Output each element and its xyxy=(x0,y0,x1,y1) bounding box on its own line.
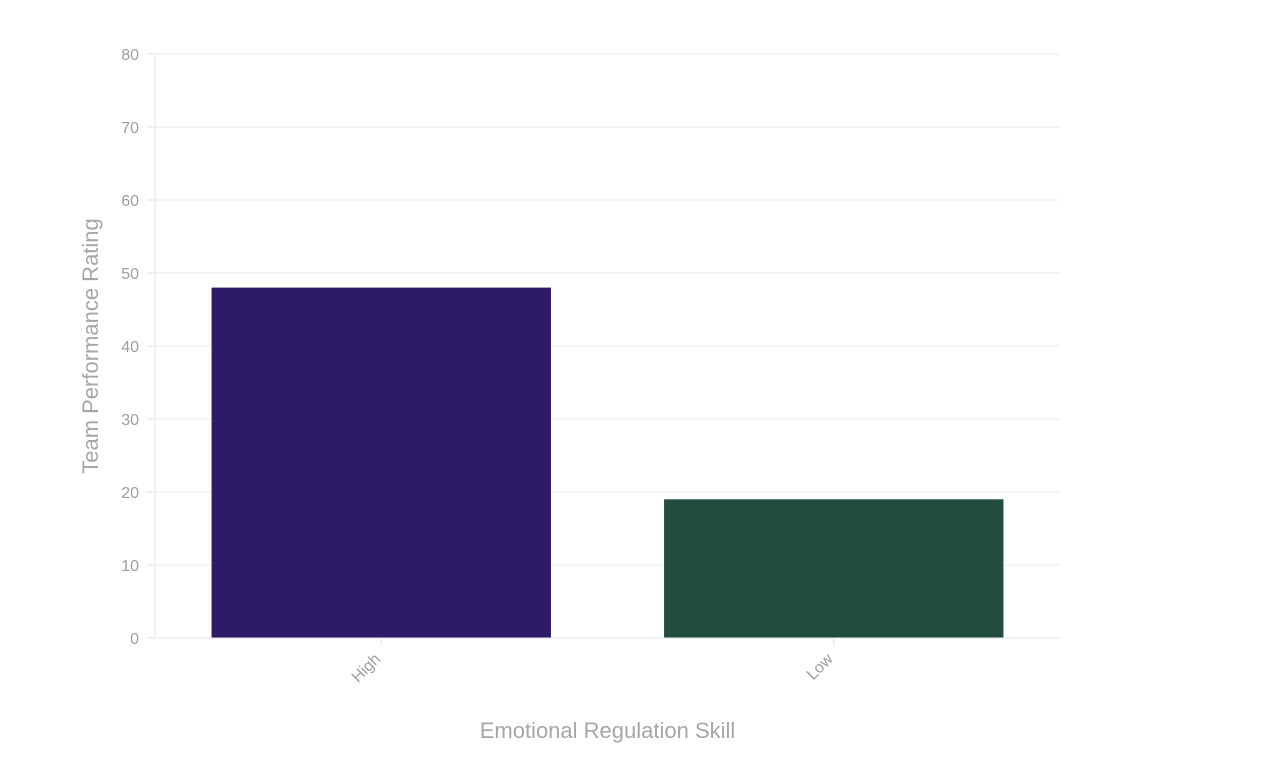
bar-low xyxy=(664,499,1004,638)
y-tick-labels: 0 10 20 30 40 50 60 70 80 xyxy=(121,47,139,648)
x-tick-label: Low xyxy=(804,650,837,683)
x-axis-title: Emotional Regulation Skill xyxy=(480,718,736,743)
y-tick-label: 80 xyxy=(121,47,139,64)
x-tick-label: High xyxy=(349,651,384,686)
y-tick-label: 70 xyxy=(121,120,139,137)
y-tick-label: 10 xyxy=(121,558,139,575)
axes xyxy=(154,54,1060,639)
bars xyxy=(211,287,1004,638)
y-tick-label: 50 xyxy=(121,266,139,283)
y-tick-label: 60 xyxy=(121,193,139,210)
x-tick-labels: High Low xyxy=(349,650,837,686)
y-tick-label: 0 xyxy=(130,631,139,648)
y-tick-label: 40 xyxy=(121,339,139,356)
bar-high xyxy=(211,287,551,638)
y-tick-label: 20 xyxy=(121,485,139,502)
y-axis-title: Team Performance Rating xyxy=(78,218,103,474)
y-tick-label: 30 xyxy=(121,412,139,429)
